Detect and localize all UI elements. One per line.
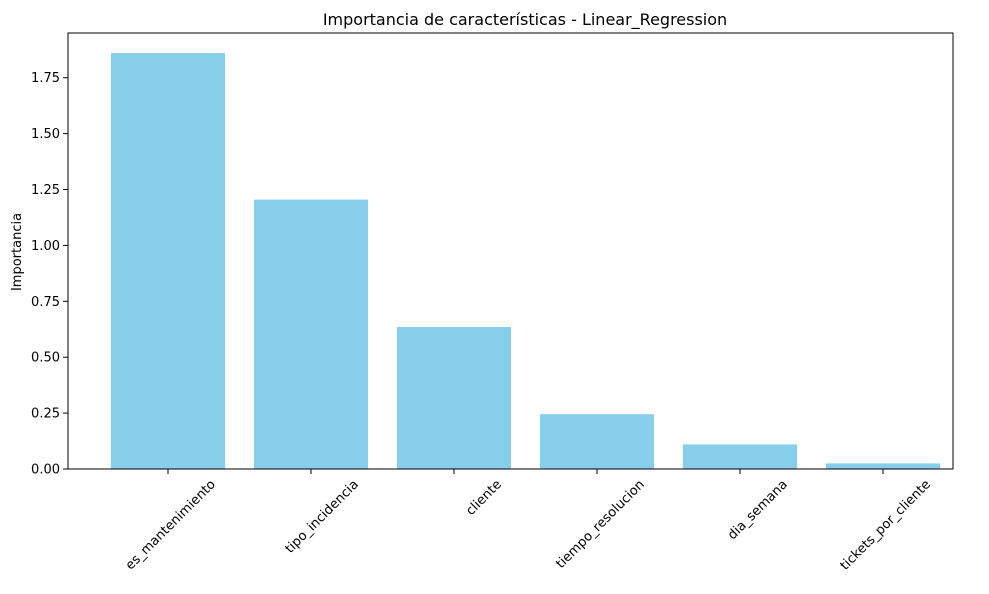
- x-tick-label: dia_semana: [725, 477, 791, 543]
- y-tick-label: 1.00: [31, 239, 60, 254]
- y-tick-label: 0.50: [31, 351, 60, 366]
- bar-cliente: [397, 327, 511, 469]
- axes-layer: [67, 32, 954, 470]
- x-tick-label: cliente: [463, 477, 505, 519]
- bars-layer: [111, 53, 940, 469]
- bar-dia-semana: [683, 444, 797, 469]
- x-tick-label: tipo_incidencia: [282, 477, 361, 556]
- x-tick-label: es_mantenimiento: [123, 477, 219, 573]
- y-tick-label: 1.75: [31, 71, 60, 86]
- y-tick-label: 0.00: [31, 463, 60, 478]
- y-axis-label: Importancia: [10, 213, 25, 291]
- x-tick-label: tickets_por_cliente: [838, 477, 934, 573]
- y-tick-label: 0.75: [31, 295, 60, 310]
- bar-tickets-por-cliente: [826, 463, 940, 469]
- bar-es-mantenimiento: [111, 53, 225, 469]
- y-tick-label: 0.25: [31, 407, 60, 422]
- plot-frame: [67, 32, 954, 470]
- bar-tiempo-resolucion: [540, 414, 654, 469]
- bar-tipo-incidencia: [254, 199, 368, 469]
- y-tick-label: 1.25: [31, 183, 60, 198]
- y-tick-label: 1.50: [31, 127, 60, 142]
- chart-title: Importancia de características - Linear_…: [323, 10, 727, 30]
- x-tick-label: tiempo_resolucion: [553, 477, 648, 572]
